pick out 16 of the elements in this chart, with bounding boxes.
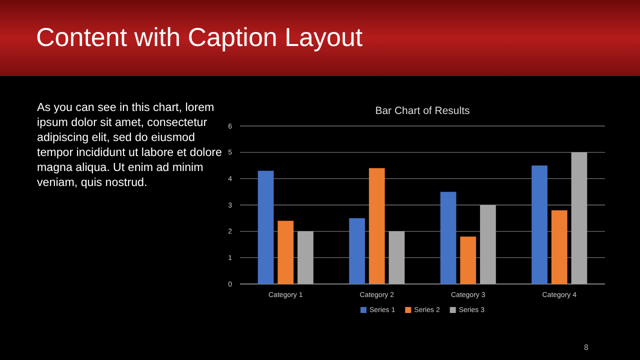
text: Content with Caption Layout	[36, 22, 363, 53]
chart-title: Bar Chart of Results	[375, 105, 470, 117]
bar	[460, 236, 476, 284]
bar	[551, 210, 568, 284]
text: 8	[584, 343, 588, 352]
bar	[480, 205, 496, 284]
bar	[278, 220, 294, 284]
bar	[388, 231, 405, 284]
bar	[440, 192, 456, 284]
bar	[298, 231, 314, 284]
bar	[368, 168, 385, 284]
bar	[258, 170, 274, 284]
bar	[532, 166, 548, 284]
bar	[349, 218, 365, 284]
bar	[571, 152, 588, 284]
text: As you can see in this chart, lorem ipsum dolor sit amet, consectetur adipiscing elit, sed do eiusmod tempor incididunt ut labore et dolore magna aliqua. Ut enim ad minim veniam, quis nostrud.	[37, 100, 223, 190]
